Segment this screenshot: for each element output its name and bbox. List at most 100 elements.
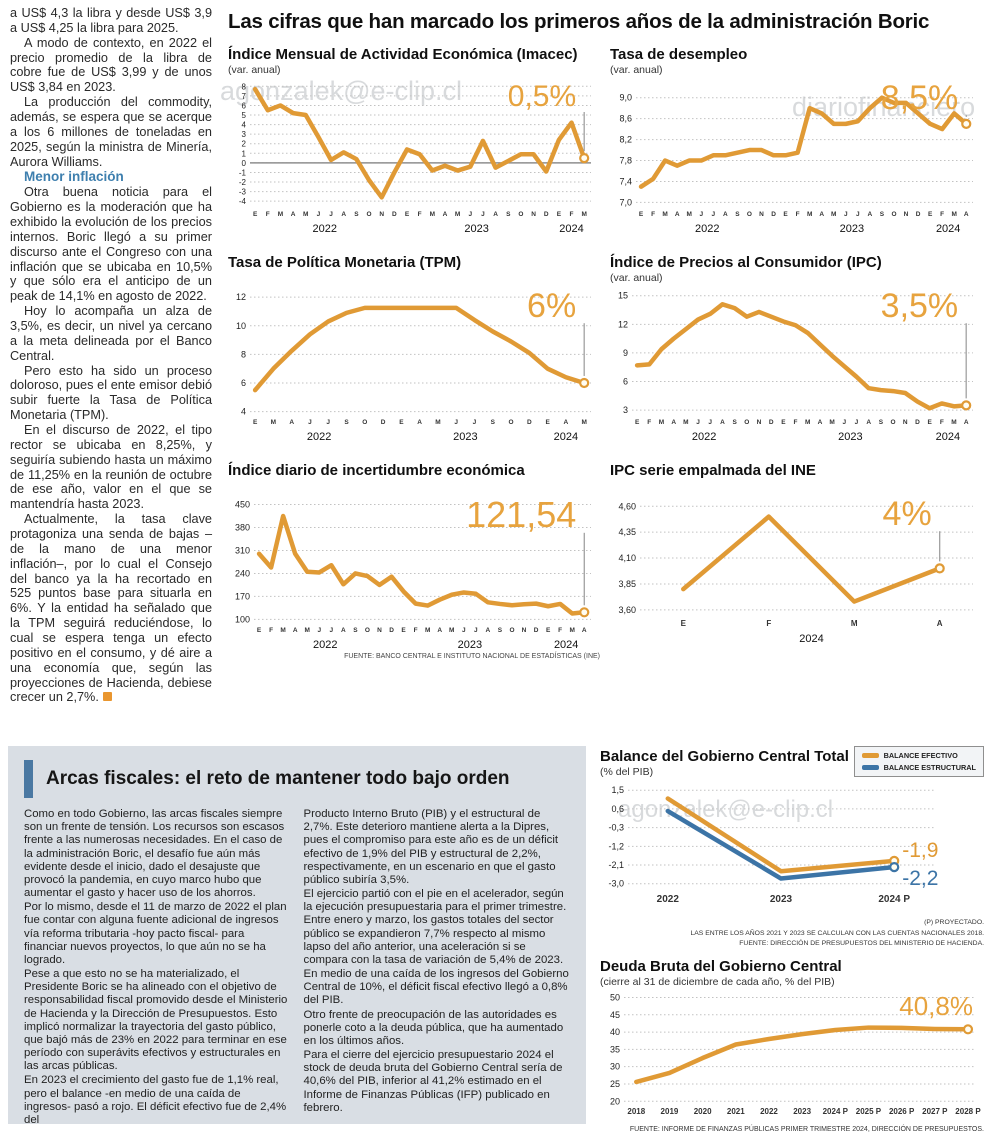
svg-text:J: J	[317, 211, 321, 218]
svg-text:F: F	[558, 627, 562, 634]
svg-text:J: J	[844, 211, 848, 218]
chart-title: IPC serie empalmada del INE	[610, 462, 816, 479]
chart-subtitle: (var. anual)	[610, 272, 663, 284]
svg-text:170: 170	[235, 591, 250, 601]
article-paragraph: Hoy lo acompaña un alza de 3,5%, es deci…	[10, 304, 212, 363]
svg-text:A: A	[341, 211, 346, 218]
svg-text:4: 4	[241, 407, 246, 417]
svg-text:2018: 2018	[627, 1107, 645, 1116]
chart-source: FUENTE: INFORME DE FINANZAS PÚBLICAS PRI…	[629, 1125, 984, 1133]
svg-text:S: S	[735, 211, 740, 218]
svg-text:A: A	[723, 211, 728, 218]
svg-text:S: S	[354, 211, 359, 218]
svg-text:A: A	[293, 627, 298, 634]
svg-text:A: A	[437, 627, 442, 634]
fiscal-column-1: Como en todo Gobierno, las arcas fiscale…	[24, 808, 291, 1128]
svg-text:2024: 2024	[559, 223, 583, 235]
article-paragraph: Otra buena noticia para el Gobierno es l…	[10, 185, 212, 304]
svg-text:2024: 2024	[936, 431, 960, 443]
svg-text:40,8%: 40,8%	[899, 990, 973, 1020]
svg-text:E: E	[253, 211, 258, 218]
svg-text:4,35: 4,35	[618, 527, 636, 537]
legend-label: BALANCE ESTRUCTURAL	[883, 763, 976, 772]
svg-text:7: 7	[242, 92, 247, 101]
chart-title: Tasa de desempleo	[610, 46, 748, 63]
svg-text:O: O	[362, 419, 367, 426]
svg-text:E: E	[557, 211, 562, 218]
svg-text:O: O	[744, 419, 749, 426]
svg-text:F: F	[940, 211, 944, 218]
svg-text:6%: 6%	[527, 287, 576, 325]
legend-item: BALANCE EFECTIVO	[861, 751, 976, 760]
svg-text:N: N	[903, 419, 908, 426]
svg-text:8,5%: 8,5%	[881, 79, 959, 117]
svg-text:M: M	[952, 211, 957, 218]
svg-text:2023: 2023	[453, 431, 477, 443]
svg-text:2024: 2024	[799, 633, 823, 645]
svg-text:M: M	[280, 627, 285, 634]
svg-text:45: 45	[610, 1009, 620, 1019]
fiscal-paragraph: Para el cierre del ejercicio presupuesta…	[303, 1049, 563, 1114]
ipc-chart-block: Índice de Precios al Consumidor (IPC) (v…	[610, 254, 982, 448]
svg-text:-3,0: -3,0	[608, 879, 624, 889]
svg-text:E: E	[783, 211, 788, 218]
svg-text:-3: -3	[239, 188, 247, 197]
legend-swatch-efectivo	[861, 753, 879, 758]
svg-text:12: 12	[236, 292, 246, 302]
svg-text:M: M	[581, 419, 586, 426]
svg-text:A: A	[671, 419, 676, 426]
svg-text:2022: 2022	[657, 894, 680, 905]
svg-text:310: 310	[235, 545, 250, 555]
svg-text:E: E	[635, 419, 640, 426]
svg-text:F: F	[418, 211, 422, 218]
svg-text:A: A	[937, 619, 943, 628]
svg-text:4,60: 4,60	[618, 501, 636, 511]
svg-text:50: 50	[610, 992, 620, 1002]
chart-subtitle: (var. anual)	[228, 64, 281, 76]
chart-subtitle	[610, 480, 982, 493]
desempleo-line-chart: 9,0 8,6 8,2 7,8 7,4 7,0 E F M A M J J A S O N D E F M A M J J A S O…	[610, 77, 982, 240]
svg-text:9: 9	[623, 348, 628, 358]
svg-text:A: A	[582, 627, 587, 634]
balance-chart-block: Balance del Gobierno Central Total (% de…	[600, 746, 984, 950]
imacec-line-chart: 8 7 6 5 4 3 2 1 0 -1 -2 -3 -4 E F M A M J J A S O N D E F M A M J J A S O N…	[228, 77, 600, 240]
svg-text:F: F	[570, 211, 574, 218]
svg-text:E: E	[399, 419, 404, 426]
svg-text:S: S	[353, 627, 358, 634]
svg-text:A: A	[675, 211, 680, 218]
svg-text:A: A	[443, 211, 448, 218]
svg-text:M: M	[278, 211, 283, 218]
svg-text:M: M	[659, 419, 664, 426]
svg-text:J: J	[855, 419, 859, 426]
chart-subtitle	[228, 272, 600, 285]
svg-text:2028 P: 2028 P	[955, 1107, 981, 1116]
svg-text:4: 4	[242, 121, 247, 130]
svg-text:7,0: 7,0	[619, 197, 632, 207]
svg-text:0: 0	[242, 159, 247, 168]
svg-text:A: A	[866, 419, 871, 426]
svg-text:J: J	[699, 211, 703, 218]
svg-text:6: 6	[241, 378, 246, 388]
article-paragraph: En el discurso de 2022, el tipo rector s…	[10, 422, 212, 512]
fiscal-panel: Arcas fiscales: el reto de mantener todo…	[8, 746, 586, 1126]
svg-text:J: J	[454, 419, 458, 426]
svg-text:N: N	[904, 211, 909, 218]
svg-text:2023: 2023	[793, 1107, 811, 1116]
svg-text:3: 3	[242, 130, 247, 139]
fiscal-paragraph: En medio de una caída de los ingresos de…	[303, 968, 569, 1007]
svg-text:M: M	[851, 619, 858, 628]
svg-text:N: N	[531, 211, 536, 218]
svg-text:2022: 2022	[760, 1107, 778, 1116]
imacec-chart-block: Índice Mensual de Actividad Económica (I…	[228, 46, 600, 240]
svg-text:E: E	[401, 627, 406, 634]
svg-text:3: 3	[623, 405, 628, 415]
svg-text:J: J	[468, 211, 472, 218]
svg-text:M: M	[435, 419, 440, 426]
svg-text:30: 30	[610, 1061, 620, 1071]
svg-text:1,5: 1,5	[611, 785, 624, 795]
svg-text:J: J	[308, 419, 312, 426]
article-paragraph: La producción del commodity, además, se …	[10, 95, 212, 169]
svg-text:A: A	[289, 419, 294, 426]
svg-text:6: 6	[242, 101, 247, 110]
svg-text:D: D	[771, 211, 776, 218]
